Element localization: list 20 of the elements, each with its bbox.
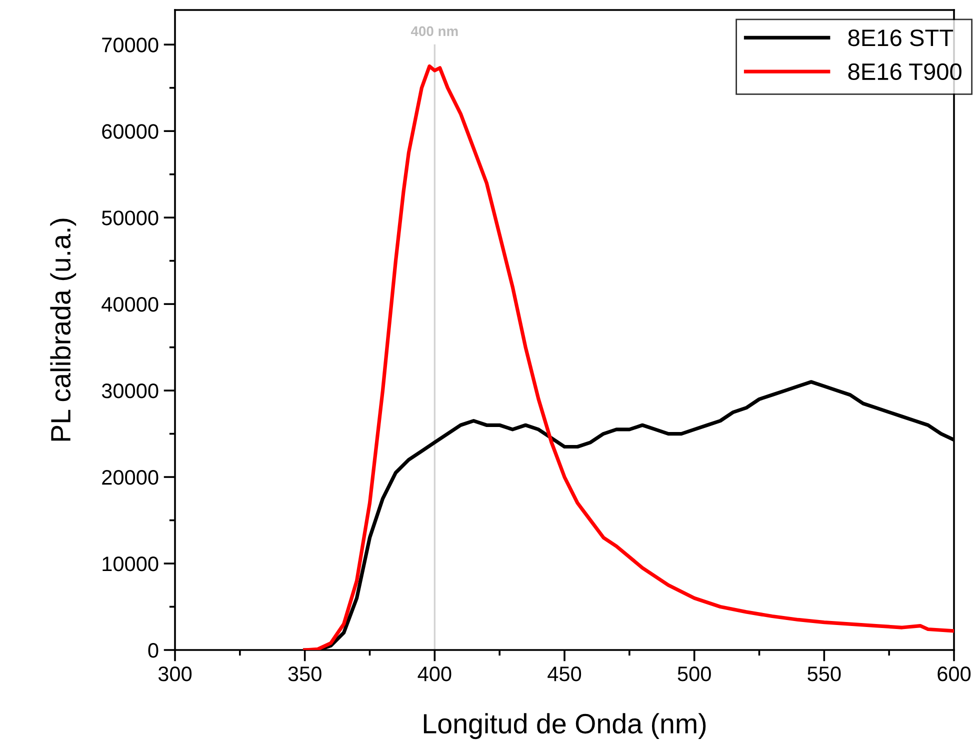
y-tick-label: 0	[148, 643, 158, 658]
x-tick-label: 600	[938, 666, 971, 682]
y-tick-label: 50000	[102, 210, 158, 226]
x-tick-label: 550	[808, 666, 841, 682]
legend-label: 8E16 T900	[848, 63, 962, 80]
y-tick-label: 20000	[102, 470, 158, 485]
y-axis-title: PL calibrada (u.a.)	[50, 218, 76, 441]
legend-label: 8E16 STT	[848, 30, 954, 46]
y-tick-label: 10000	[102, 556, 158, 572]
x-tick-label: 350	[288, 666, 322, 682]
y-tick-label: 40000	[102, 297, 158, 312]
ref-line-label: 400 nm	[410, 26, 458, 36]
x-tick-label: 400	[418, 666, 452, 682]
x-tick-label: 500	[678, 666, 711, 682]
x-axis-title: Longitud de Onda (nm)	[424, 713, 706, 740]
y-tick-label: 70000	[102, 38, 158, 52]
x-tick-label: 300	[158, 666, 192, 682]
y-tick-label: 60000	[102, 124, 158, 139]
y-tick-label: 30000	[102, 384, 158, 398]
x-tick-label: 450	[548, 666, 582, 682]
